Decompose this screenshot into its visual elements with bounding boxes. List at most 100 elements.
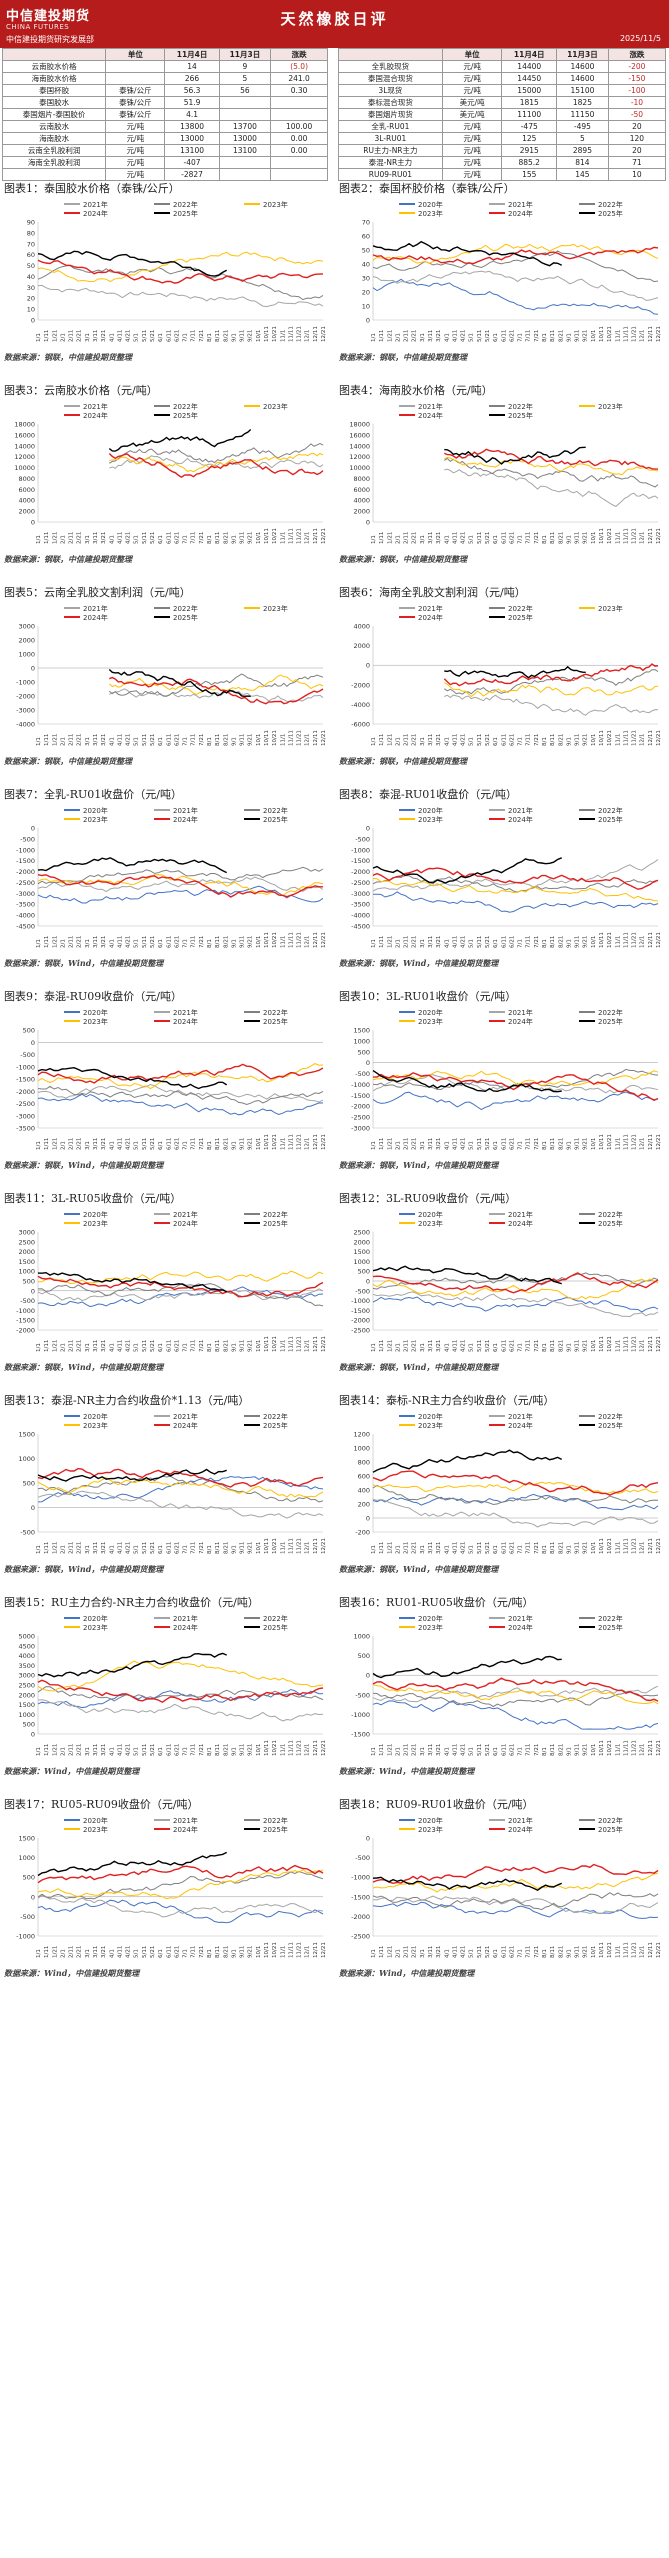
legend-label: 2023年 [418,815,443,824]
legend-label: 2020年 [83,1614,108,1623]
x-tick-label: 1/21 [387,532,393,544]
y-tick-label: 500 [23,1278,35,1286]
x-tick-label: 5/21 [485,1542,491,1554]
x-tick-label: 8/1 [542,1343,548,1352]
legend-label: 2021年 [418,604,443,613]
x-tick-label: 10/21 [607,730,613,746]
figure-title: 图表5：云南全乳胶文割利润（元/吨） [4,586,191,599]
x-tick-label: 2/1 [60,939,66,948]
x-tick-label: 3/1 [420,1949,426,1958]
table-row: 泰混-NR主力 元/吨 885.2 814 71 [338,156,667,169]
x-tick-label: 1/11 [44,330,50,342]
y-tick-label: 1000 [18,1455,35,1463]
y-tick-label: 1000 [353,1258,370,1266]
x-tick-label: 8/21 [223,936,229,948]
table-cell: 10 [607,168,667,181]
series-line [37,1286,324,1308]
table-cell: -100 [607,84,667,97]
table-cell: 元/吨 [105,156,166,169]
y-tick-label: 0 [31,1893,35,1901]
x-tick-label: 12/1 [305,1542,311,1554]
y-tick-label: -1500 [16,1076,35,1084]
series-line [444,446,586,465]
x-tick-label: 2/21 [412,734,418,746]
legend-label: 2022年 [173,200,198,209]
x-tick-label: 4/21 [461,1138,467,1150]
table-cell: 海南全乳胶利润 [1,156,107,169]
series-line [108,673,324,697]
x-tick-label: 9/11 [240,1946,246,1958]
series-line [109,676,324,705]
x-tick-label: 2/1 [395,1545,401,1554]
series-line [108,668,251,698]
legend-label: 2023年 [598,402,623,411]
x-tick-label: 7/21 [534,1340,540,1352]
line-chart: 2020年 2021年 2022年 2023年 2024年 2025年 -1000 -500 0… [4,1814,329,1968]
x-tick-label: 11/21 [297,1336,303,1352]
legend-label: 2022年 [598,1816,623,1825]
x-tick-label: 3/11 [428,734,434,746]
y-tick-label: -1000 [16,1063,35,1071]
legend-label: 2021年 [83,200,108,209]
series-line [372,1091,659,1111]
series-line [444,457,659,488]
x-tick-label: 6/21 [509,1946,515,1958]
x-tick-label: 10/11 [264,730,270,746]
x-tick-label: 2/21 [412,1542,418,1554]
y-tick-label: 8000 [18,475,35,483]
x-tick-label: 6/1 [493,1747,499,1756]
x-tick-label: 12/11 [313,730,319,746]
x-tick-label: 8/11 [215,734,221,746]
x-tick-label: 10/11 [264,528,270,544]
x-tick-label: 2/11 [404,1138,410,1150]
x-tick-label: 4/11 [117,936,123,948]
x-tick-label: 7/21 [199,936,205,948]
x-tick-label: 11/11 [623,326,629,342]
x-tick-label: 10/11 [599,1942,605,1958]
table-cell: 51.9 [164,96,220,109]
x-tick-label: 7/11 [191,936,197,948]
table-cell: 0.30 [270,84,328,97]
x-tick-label: 1/21 [52,1542,58,1554]
line-chart: 2020年 2021年 2022年 2023年 2024年 2025年 -4500 -4000… [339,804,664,958]
table-cell: 泰铢/公斤 [105,108,166,121]
x-tick-label: 3/11 [93,330,99,342]
x-tick-label: 4/11 [452,734,458,746]
table-cell: -407 [164,156,220,169]
table-cell: 814 [555,156,609,169]
x-tick-label: 1/1 [371,737,377,746]
y-tick-label: -2500 [16,879,35,887]
x-tick-label: 11/21 [297,1740,303,1756]
x-tick-label: 12/21 [321,730,327,746]
x-tick-label: 1/21 [387,936,393,948]
line-chart: 2020年 2021年 2022年 2023年 2024年 2025年 -2500 -2000… [339,1814,664,1968]
series-line [372,891,659,913]
x-tick-label: 1/1 [371,1141,377,1150]
x-tick-label: 11/21 [632,1538,638,1554]
table-cell: 15000 [501,84,557,97]
legend-label: 2024年 [508,1421,533,1430]
table-cell: -200 [607,60,667,73]
table-header-cell: 11月3日 [555,48,609,61]
x-tick-label: 4/1 [109,535,115,544]
x-tick-label: 11/11 [623,1336,629,1352]
x-tick-label: 10/21 [272,326,278,342]
legend-label: 2023年 [418,1219,443,1228]
x-tick-label: 5/11 [142,734,148,746]
series-line [37,251,324,283]
table-cell: -475 [501,120,557,133]
y-tick-label: -4500 [16,923,35,931]
x-tick-label: 3/1 [420,535,426,544]
line-chart: 2020年 2021年 2022年 2023年 2024年 2025年 -200 0 200 40… [339,1410,664,1564]
series-line [37,874,324,898]
x-tick-label: 4/11 [452,1744,458,1756]
series-line [372,1863,659,1885]
legend-label: 2023年 [83,1017,108,1026]
series-line [372,1278,659,1300]
legend-label: 2022年 [173,402,198,411]
x-tick-label: 11/11 [288,1336,294,1352]
x-tick-label: 7/11 [526,330,532,342]
x-tick-label: 1/1 [36,1949,42,1958]
y-tick-label: 16000 [14,431,35,439]
series-line [444,694,659,716]
